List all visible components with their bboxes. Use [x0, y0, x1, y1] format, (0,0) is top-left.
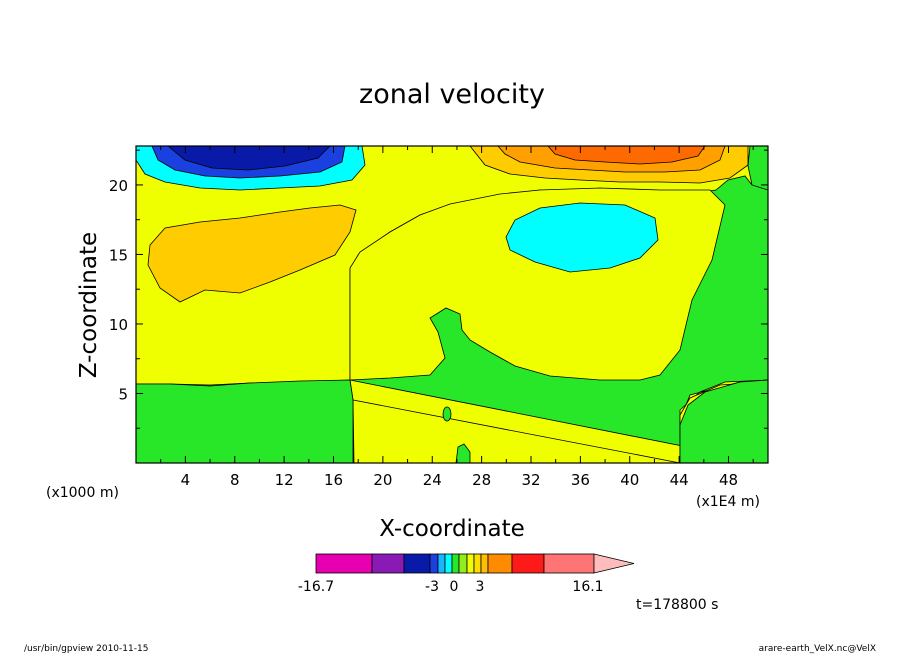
- x-tick-label: 20: [373, 471, 392, 489]
- region-navy-top-left: [167, 146, 331, 171]
- colorbar-segment: [315, 553, 373, 574]
- colorbar-segment: [458, 553, 468, 574]
- x-unit-left: (x1000 m): [46, 485, 119, 501]
- colorbar-segment: [543, 553, 595, 574]
- region-green-right-edge: [747, 146, 768, 191]
- colorbar-label-0: 0: [450, 579, 459, 595]
- footer-left: /usr/bin/gpview 2010-11-15: [24, 644, 148, 654]
- colorbar-segment: [511, 553, 545, 574]
- colorbar-label-m3: -3: [425, 579, 439, 595]
- chart-title: zonal velocity: [359, 79, 545, 110]
- colorbar-segment: [473, 553, 482, 574]
- region-green-lower-right: [679, 379, 768, 463]
- region-cyan-right: [505, 202, 659, 273]
- colorbar-segment: [487, 553, 513, 574]
- time-label: t=178800 s: [636, 597, 718, 613]
- region-yellow-mid: [349, 187, 768, 463]
- region-orange-left: [147, 204, 357, 303]
- footer-right: arare-earth_VelX.nc@VelX: [759, 644, 876, 654]
- y-tick-label: 10: [109, 316, 128, 334]
- region-green-blob-1: [442, 406, 452, 422]
- x-tick-label: 16: [324, 471, 343, 489]
- plot-area: [136, 146, 768, 463]
- colorbar-segment: [403, 553, 431, 574]
- y-ticks: 5 10 15 20: [109, 149, 768, 429]
- x-tick-label: 12: [275, 471, 294, 489]
- colorbar-segment: [371, 553, 405, 574]
- colorbar-label-3: 3: [476, 579, 485, 595]
- colorbar-segment: [437, 553, 446, 574]
- colorbar-segment: [444, 553, 453, 574]
- x-tick-label: 48: [719, 471, 738, 489]
- colorbar-segment: [480, 553, 489, 574]
- plot-frame: [135, 145, 769, 464]
- region-green-lower-left: [136, 379, 354, 463]
- x-tick-label: 28: [472, 471, 491, 489]
- x-tick-label: 24: [423, 471, 442, 489]
- colorbar-segment: [429, 553, 439, 574]
- y-tick-label: 5: [118, 385, 128, 403]
- colorbar-segment: [466, 553, 475, 574]
- colorbar-arrow: [593, 553, 635, 574]
- y-tick-label: 20: [109, 177, 128, 195]
- y-axis-label: Z-coordinate: [76, 232, 102, 378]
- colorbar-max-label: 16.1: [572, 579, 603, 595]
- colorbar: [315, 553, 635, 574]
- colorbar-min-label: -16.7: [298, 579, 334, 595]
- region-green-blob-2: [455, 443, 471, 463]
- x-tick-label: 40: [620, 471, 639, 489]
- x-ticks: 4 8 12 16 20 24 28 32 36 40 44 48: [160, 146, 754, 489]
- x-tick-label: 32: [521, 471, 540, 489]
- x-tick-label: 36: [571, 471, 590, 489]
- x-axis-label: X-coordinate: [379, 516, 525, 542]
- x-tick-label: 4: [181, 471, 191, 489]
- colorbar-segment: [451, 553, 460, 574]
- y-tick-label: 15: [109, 246, 128, 264]
- region-darkorange-top-right: [547, 146, 706, 165]
- x-tick-label: 8: [230, 471, 240, 489]
- x-tick-label: 44: [670, 471, 689, 489]
- x-unit-right: (x1E4 m): [696, 494, 760, 510]
